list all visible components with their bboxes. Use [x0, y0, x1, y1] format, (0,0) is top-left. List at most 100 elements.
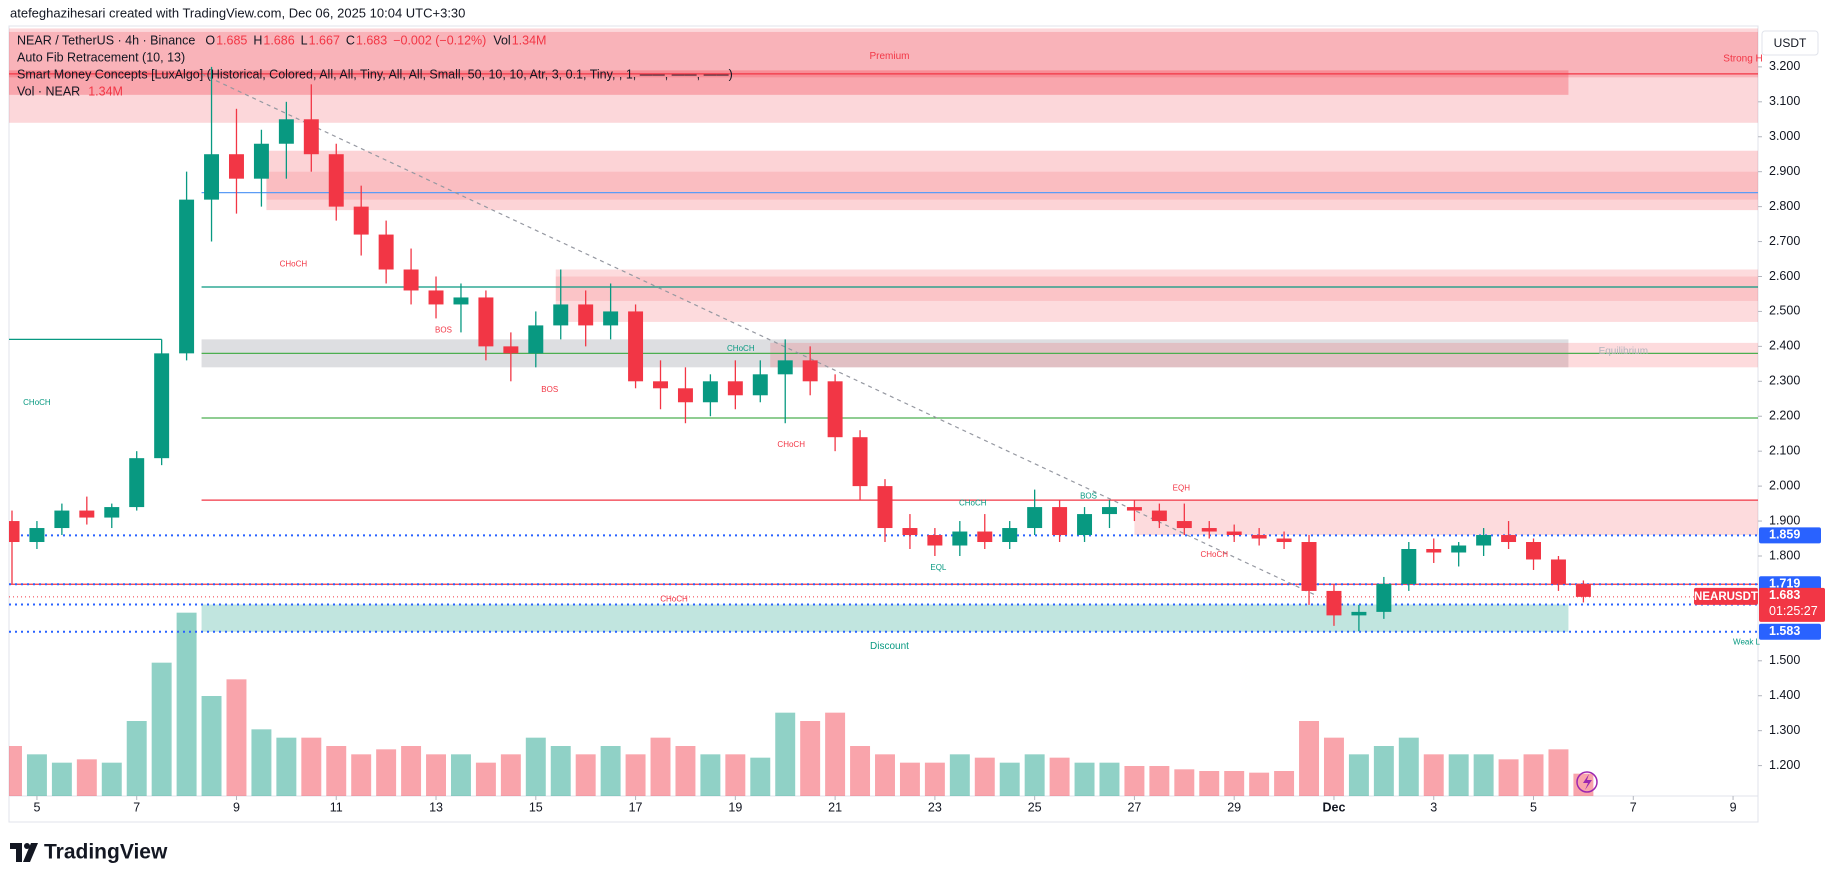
y-tick-label: 2.000 [1769, 478, 1800, 492]
volume-bar [924, 762, 945, 796]
volume-bar [875, 754, 895, 796]
annotation: CHoCH [959, 499, 987, 508]
logo-v [23, 843, 38, 862]
candle-body [1151, 510, 1167, 522]
x-tick-label: 5 [33, 800, 40, 814]
legend-key: C [346, 33, 355, 47]
candle-body [752, 374, 768, 396]
candle-body [129, 458, 145, 508]
volume-bar [1373, 746, 1394, 796]
volume-bar [1448, 754, 1469, 796]
candle-body [1226, 531, 1242, 536]
volume [9, 612, 1594, 796]
volume-bar [276, 737, 297, 796]
candle-body [1326, 590, 1342, 616]
volume-bar [376, 749, 397, 796]
x-tick-label: 13 [429, 800, 443, 814]
candle-body [777, 360, 793, 375]
candle-body [1526, 542, 1541, 560]
zone [555, 269, 1758, 322]
volume-bar [76, 759, 97, 796]
annotation: BOS [1080, 492, 1097, 501]
y-tick-label: 2.700 [1769, 234, 1800, 248]
x-tick-label: 15 [529, 800, 543, 814]
volume-bar [1249, 772, 1270, 796]
y-tick-label: 1.300 [1769, 723, 1800, 737]
candle-body [503, 346, 519, 354]
y-tick-label: 1.500 [1769, 653, 1800, 667]
candle-body [1027, 507, 1043, 529]
candle-body [453, 297, 469, 305]
symbol-label: NEARUSDT [1694, 591, 1758, 603]
candle-body [1351, 611, 1367, 616]
volume-bar [1274, 771, 1295, 796]
volume-bar [650, 737, 671, 796]
volume-bar [999, 762, 1020, 796]
volume-bar [176, 612, 197, 796]
volume-bar [675, 746, 696, 796]
x-tick-label: 7 [1630, 800, 1637, 814]
y-tick-label: 1.800 [1769, 548, 1800, 562]
volume-bar [550, 746, 571, 796]
candle-body [1176, 521, 1192, 529]
x-tick-label: 11 [330, 800, 343, 814]
candle-body [603, 311, 619, 326]
lightning-button[interactable] [1576, 771, 1598, 793]
volume-bar [1099, 762, 1120, 796]
y-tick-label: 2.400 [1769, 339, 1800, 353]
volume-bar [899, 762, 920, 796]
candle-body [353, 206, 369, 235]
candle-body [1002, 528, 1018, 543]
candle-body [628, 311, 644, 382]
legend-value: 1.683 [356, 33, 387, 47]
y-tick-label: 2.500 [1769, 304, 1800, 318]
candle-body [228, 154, 244, 179]
y-tick-label: 2.800 [1769, 199, 1800, 213]
volume-bar [151, 662, 172, 796]
x-tick-label: 5 [1530, 800, 1537, 814]
y-tick-label: 2.100 [1769, 443, 1800, 457]
volume-bar [974, 757, 995, 796]
zone [266, 150, 1758, 211]
annotation: Premium [869, 51, 909, 62]
candle-body [54, 510, 70, 529]
candle-body [303, 119, 319, 155]
volume-bar [1548, 749, 1569, 796]
volume-bar [1573, 773, 1594, 796]
volume-bar [1124, 766, 1145, 796]
volume-bar [1049, 757, 1070, 796]
volume-bar [126, 721, 147, 796]
legend-key: Vol [493, 33, 510, 47]
annotation: CHoCH [23, 398, 51, 407]
labels: Premium Discount Equilibrium CHoCH CHoCH BOS B… [23, 51, 1763, 652]
currency-button[interactable] [1761, 30, 1819, 56]
volume-bar [575, 754, 596, 796]
x-tick-label: 3 [1430, 800, 1437, 814]
candle-body [79, 510, 95, 518]
annotation: Strong H [1723, 53, 1762, 64]
volume-bar [351, 754, 372, 796]
volume-bar [226, 679, 247, 796]
zone [555, 276, 1758, 301]
candle-body [802, 360, 818, 382]
volume-bar [401, 746, 422, 796]
candle-body [1376, 583, 1392, 612]
candle-body [1102, 507, 1117, 515]
x-tick-label: 27 [1127, 800, 1141, 814]
x-tick-label: 29 [1227, 800, 1241, 814]
y-tick-label: 2.900 [1769, 164, 1800, 178]
candle-body [677, 388, 693, 403]
symbol-box [1694, 587, 1758, 605]
volume-bar [600, 746, 621, 796]
volume-bar [1423, 754, 1444, 796]
volume-bar [1149, 766, 1170, 796]
x-tick-label: Dec [1323, 800, 1346, 814]
candle-body [1126, 507, 1142, 511]
candle-body [1301, 542, 1317, 591]
volume-bar [251, 729, 272, 796]
currency[interactable]: USDT [1774, 36, 1807, 50]
candle-body [1276, 538, 1292, 543]
volume-bar [750, 757, 771, 796]
candle-body [528, 325, 544, 354]
candle-body [927, 535, 943, 546]
